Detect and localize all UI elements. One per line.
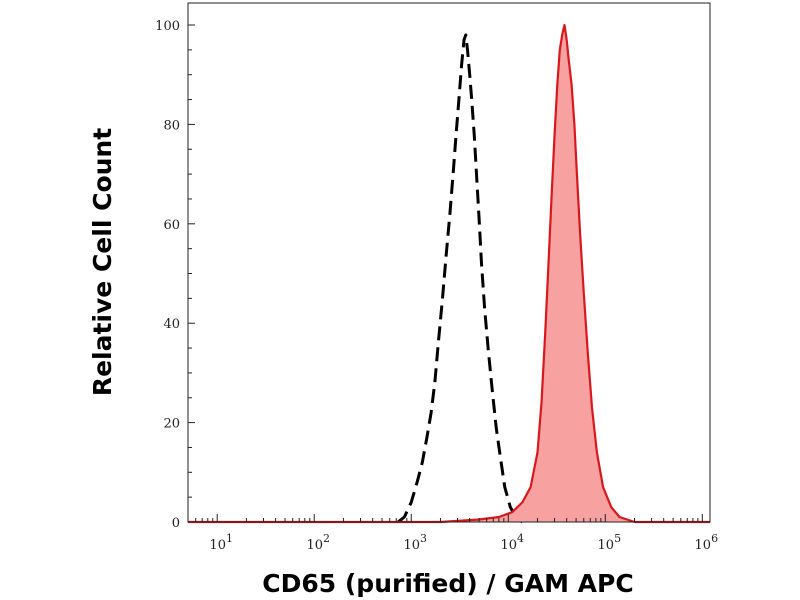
y-tick-label: 60 [163,218,180,233]
series-0-line [397,33,524,524]
y-axis-label: Relative Cell Count [88,128,117,396]
x-tick-label: 102 [306,532,330,553]
y-tick-label: 40 [163,317,180,332]
plot-frame [187,2,711,523]
y-tick-label: 100 [155,19,180,34]
y-tick-label: 20 [163,417,180,432]
x-tick-label: 104 [500,532,524,553]
x-tick-label: 103 [403,532,427,553]
series-1-area [188,25,710,522]
plot-area [188,23,710,524]
series-1-line [188,23,710,524]
y-tick-label: 80 [163,118,180,133]
x-tick-label: 106 [695,532,719,553]
x-axis-label: CD65 (purified) / GAM APC [262,569,633,598]
x-tick-label: 101 [209,532,233,553]
axes: 101 102 103 104 105 106 0 20 40 60 80 100 [155,2,719,553]
y-tick-label: 0 [172,516,180,531]
x-tick-label: 105 [598,532,622,553]
